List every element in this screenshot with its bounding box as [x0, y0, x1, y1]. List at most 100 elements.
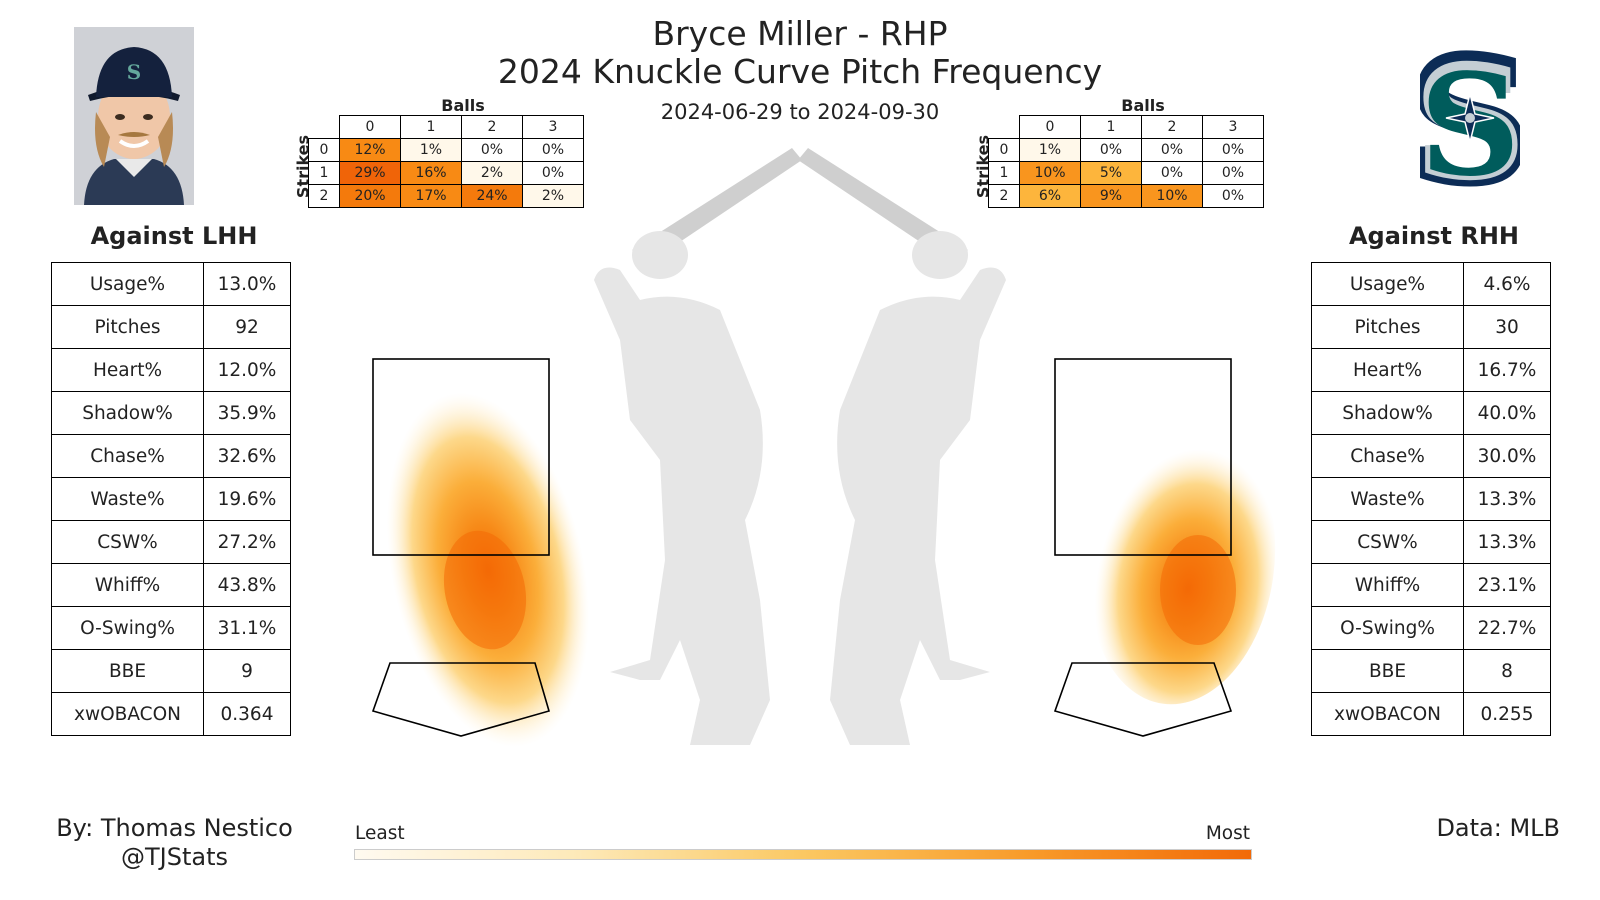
rhh-title: Against RHH	[1348, 222, 1520, 250]
lhh-stats-table: Usage% 13.0% Pitches 92 Heart% 12.0% Shadow% 35…	[51, 262, 291, 736]
stat-label: O-Swing%	[51, 606, 204, 650]
stat-label: xwOBACON	[1311, 692, 1464, 736]
strikes-header: 2	[988, 184, 1020, 208]
count-cell: 0%	[1141, 161, 1203, 185]
count-cell: 17%	[400, 184, 462, 208]
count-cell: 9%	[1080, 184, 1142, 208]
stat-value: 19.6%	[203, 477, 291, 521]
color-scale-bar	[354, 849, 1252, 860]
rhh-strike-zone	[1054, 358, 1232, 556]
stat-value: 23.1%	[1463, 563, 1551, 607]
strikes-header: 0	[988, 138, 1020, 162]
stat-value: 13.3%	[1463, 477, 1551, 521]
stat-value: 35.9%	[203, 391, 291, 435]
count-cell: 5%	[1080, 161, 1142, 185]
count-cell: 0%	[1202, 184, 1264, 208]
stat-row: Waste% 19.6%	[51, 477, 291, 521]
lhh-title: Against LHH	[90, 222, 258, 250]
count-cell: 0%	[522, 161, 584, 185]
stat-label: CSW%	[51, 520, 204, 564]
stat-label: CSW%	[1311, 520, 1464, 564]
legend-most-label: Most	[1205, 823, 1250, 844]
stat-label: O-Swing%	[1311, 606, 1464, 650]
rhh-count-table: 0 1 2 3 0 1% 0% 0% 0% 1 10% 5% 0% 0% 2 6% 9% 10% 0%	[988, 115, 1264, 208]
stat-value: 13.3%	[1463, 520, 1551, 564]
svg-text:S: S	[127, 60, 141, 84]
stat-value: 27.2%	[203, 520, 291, 564]
count-cell: 10%	[1141, 184, 1203, 208]
stat-value: 43.8%	[203, 563, 291, 607]
date-range: 2024-06-29 to 2024-09-30	[660, 100, 940, 124]
rhh-density-cloud	[1088, 425, 1276, 705]
lhh-balls-label: Balls	[441, 96, 485, 115]
stat-label: BBE	[51, 649, 204, 693]
rhh-stats-table: Usage% 4.6% Pitches 30 Heart% 16.7% Shadow% 40.…	[1311, 262, 1551, 736]
count-cell: 20%	[339, 184, 401, 208]
count-cell: 2%	[522, 184, 584, 208]
author-credit: By: Thomas Nestico	[56, 814, 293, 842]
stat-row: BBE 9	[51, 649, 291, 693]
batter-silhouette-right	[798, 148, 1006, 745]
count-cell: 2%	[461, 161, 523, 185]
balls-header: 1	[1080, 115, 1142, 139]
data-source: Data: MLB	[1436, 814, 1560, 842]
stat-row: xwOBACON 0.255	[1311, 692, 1551, 736]
strikes-header: 2	[308, 184, 340, 208]
stat-label: Chase%	[1311, 434, 1464, 478]
stat-row: Heart% 16.7%	[1311, 348, 1551, 392]
stat-value: 30.0%	[1463, 434, 1551, 478]
lhh-density-cloud	[386, 392, 590, 748]
stat-label: Chase%	[51, 434, 204, 478]
count-cell: 0%	[1141, 138, 1203, 162]
stat-value: 92	[203, 305, 291, 349]
team-logo: S S S	[1405, 16, 1535, 227]
stat-label: xwOBACON	[51, 692, 204, 736]
stat-value: 13.0%	[203, 262, 291, 306]
count-row: 2 20% 17% 24% 2%	[308, 184, 584, 208]
author-handle: @TJStats	[120, 843, 228, 871]
player-headshot: S	[74, 27, 194, 205]
legend-least-label: Least	[355, 823, 405, 844]
stat-label: Whiff%	[51, 563, 204, 607]
stat-row: Whiff% 43.8%	[51, 563, 291, 607]
stat-value: 9	[203, 649, 291, 693]
rhh-balls-label: Balls	[1121, 96, 1165, 115]
stat-value: 0.255	[1463, 692, 1551, 736]
stat-row: Heart% 12.0%	[51, 348, 291, 392]
count-cell: 10%	[1019, 161, 1081, 185]
stat-row: CSW% 27.2%	[51, 520, 291, 564]
strikes-header: 1	[988, 161, 1020, 185]
count-cell: 12%	[339, 138, 401, 162]
count-cell: 0%	[461, 138, 523, 162]
count-row: 0 12% 1% 0% 0%	[308, 138, 584, 162]
stat-row: Whiff% 23.1%	[1311, 563, 1551, 607]
stat-value: 4.6%	[1463, 262, 1551, 306]
stat-label: BBE	[1311, 649, 1464, 693]
count-cell: 24%	[461, 184, 523, 208]
stat-row: Waste% 13.3%	[1311, 477, 1551, 521]
stat-value: 8	[1463, 649, 1551, 693]
count-row: 2 6% 9% 10% 0%	[988, 184, 1264, 208]
count-cell: 0%	[1202, 138, 1264, 162]
stat-value: 16.7%	[1463, 348, 1551, 392]
stat-value: 12.0%	[203, 348, 291, 392]
batter-silhouette-left	[594, 148, 802, 745]
count-row: 0 1% 0% 0% 0%	[988, 138, 1264, 162]
count-cell: 16%	[400, 161, 462, 185]
stat-label: Heart%	[1311, 348, 1464, 392]
stat-label: Whiff%	[1311, 563, 1464, 607]
stat-row: BBE 8	[1311, 649, 1551, 693]
stat-label: Heart%	[51, 348, 204, 392]
chart-title: Bryce Miller - RHP	[652, 14, 948, 53]
count-row: 1 10% 5% 0% 0%	[988, 161, 1264, 185]
stat-row: Chase% 30.0%	[1311, 434, 1551, 478]
stat-label: Usage%	[51, 262, 204, 306]
stat-row: Chase% 32.6%	[51, 434, 291, 478]
rhh-home-plate	[1053, 662, 1233, 737]
stat-value: 32.6%	[203, 434, 291, 478]
stat-value: 0.364	[203, 692, 291, 736]
stat-value: 40.0%	[1463, 391, 1551, 435]
count-cell: 6%	[1019, 184, 1081, 208]
lhh-strike-zone	[372, 358, 550, 556]
